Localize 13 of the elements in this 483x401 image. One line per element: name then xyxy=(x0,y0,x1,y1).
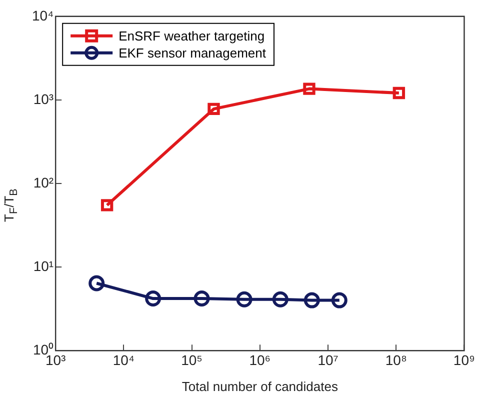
y-tick-label: 10⁴ xyxy=(32,7,54,24)
y-tick-label: 10¹ xyxy=(33,258,54,274)
legend-label: EnSRF weather targeting xyxy=(118,28,265,44)
legend-label: EKF sensor management xyxy=(118,45,266,60)
x-tick-label: 10⁶ xyxy=(249,352,271,368)
x-tick-label: 10⁷ xyxy=(318,352,338,368)
x-tick-label: 10⁸ xyxy=(385,352,407,368)
x-tick-label: 10⁵ xyxy=(181,352,202,368)
x-axis-title: Total number of candidates xyxy=(182,378,338,394)
y-tick-label: 10² xyxy=(33,174,54,190)
y-tick-label: 10³ xyxy=(33,90,54,107)
x-tick-label: 10⁴ xyxy=(112,352,134,368)
x-tick-label: 10⁹ xyxy=(453,352,476,368)
